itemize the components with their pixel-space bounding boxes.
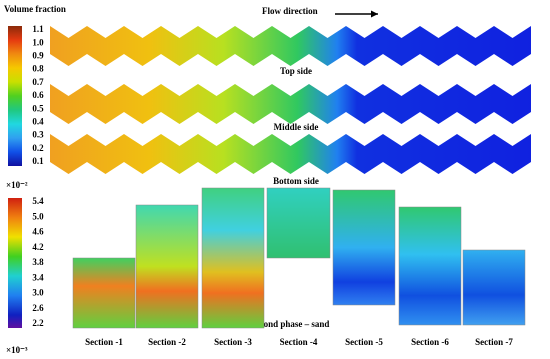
flow-label: Flow direction — [262, 6, 318, 16]
tick-label: 2.2 — [32, 318, 44, 328]
colorbar-top — [8, 26, 22, 166]
section-contour — [72, 257, 136, 329]
tick-label: 1.1 — [32, 24, 44, 34]
section-label: Section -2 — [148, 337, 186, 347]
tick-label: 3.8 — [32, 257, 44, 267]
title: Volume fraction — [4, 4, 66, 14]
tick-label: 0.6 — [32, 90, 44, 100]
strip-label: Middle side — [274, 122, 319, 132]
section-contour — [398, 206, 462, 326]
multiplier: ×10⁻² — [6, 180, 28, 190]
tick-label: 0.5 — [32, 103, 44, 113]
tick-label: 5.4 — [32, 196, 44, 206]
section-label: Section -6 — [411, 337, 449, 347]
section-label: Section -4 — [280, 337, 318, 347]
section-label: Section -3 — [214, 337, 252, 347]
tick-label: 3.0 — [32, 288, 44, 298]
zigzag-channel — [50, 26, 531, 66]
zigzag-channel — [50, 84, 531, 124]
tick-label: 0.1 — [32, 156, 44, 166]
section-contour — [332, 189, 396, 306]
zigzag-channel — [50, 134, 531, 174]
section-label: Section -1 — [85, 337, 123, 347]
tick-label: 0.3 — [32, 130, 44, 140]
strip-label: Bottom side — [273, 176, 319, 186]
tick-label: 0.2 — [32, 143, 44, 153]
section-label: Section -5 — [345, 337, 383, 347]
section-contour — [266, 187, 331, 259]
tick-label: 0.4 — [32, 116, 44, 126]
multiplier: ×10⁻³ — [6, 345, 28, 355]
section-contour — [135, 204, 199, 329]
tick-label: 0.7 — [32, 77, 44, 87]
tick-label: 4.2 — [32, 242, 44, 252]
layer: 1.1 1.0 0.9 0.8 0.7 0.6 0.5 0.4 0.3 0.2 0.1 5.4 5.0 4… — [32, 24, 531, 347]
section-contour — [201, 187, 265, 329]
tick-label: 0.9 — [32, 50, 44, 60]
tick-label: 5.0 — [32, 211, 44, 221]
strip-label: Top side — [280, 66, 312, 76]
section-contour — [462, 249, 526, 326]
tick-label: 1.0 — [32, 37, 44, 47]
caption: Second phase – sand — [251, 319, 330, 329]
tick-label: 0.8 — [32, 64, 44, 74]
arrow-head — [371, 10, 378, 18]
tick-label: 4.6 — [32, 227, 44, 237]
section-label: Section -7 — [475, 337, 513, 347]
tick-label: 3.4 — [32, 272, 44, 282]
colorbar-bottom — [8, 198, 22, 328]
tick-label: 2.6 — [32, 303, 44, 313]
